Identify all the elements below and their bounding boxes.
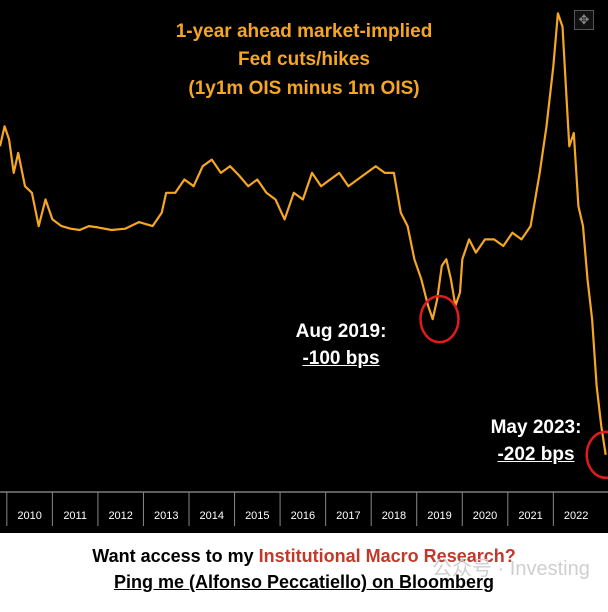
chart-title-line-2: Fed cuts/hikes — [238, 49, 370, 70]
move-icon[interactable]: ✥ — [574, 10, 594, 30]
x-tick-label-2020: 2020 — [472, 510, 498, 522]
x-tick-label-2013: 2013 — [153, 510, 179, 522]
x-tick-label-2022: 2022 — [563, 510, 589, 522]
x-tick-label-2010: 2010 — [17, 510, 42, 522]
annotation-may-2023-label: May 2023: — [490, 417, 582, 438]
x-tick-label-2017: 2017 — [336, 510, 361, 522]
x-axis — [0, 491, 608, 526]
x-tick-label-2021: 2021 — [518, 510, 543, 522]
footer-line-1-highlight: Institutional Macro Research? — [258, 546, 516, 566]
x-tick-label-2012: 2012 — [108, 510, 133, 522]
chart-title-line-1: 1-year ahead market-implied — [175, 21, 433, 42]
series-group — [0, 12, 607, 455]
watermark: 公众号 · Investing — [432, 558, 590, 580]
x-tick-label-2015: 2015 — [245, 510, 270, 522]
x-tick-label-2019: 2019 — [427, 510, 452, 522]
annotation-aug-2019-label: Aug 2019: — [295, 321, 387, 342]
footer-line-2: Ping me (Alfonso Peccatiello) on Bloombe… — [113, 572, 495, 592]
highlight-circle-0 — [419, 294, 460, 344]
x-tick-label-2018: 2018 — [381, 510, 407, 522]
x-tick-label-2014: 2014 — [199, 510, 224, 522]
line-chart — [0, 12, 608, 526]
footer-line-1-prefix: Want access to my — [92, 546, 259, 566]
footer-line-1: Want access to my Institutional Macro Re… — [0, 543, 608, 569]
highlight-circle-1 — [585, 430, 608, 480]
x-tick-label-2011: 2011 — [63, 510, 87, 522]
highlight-circles — [419, 294, 608, 480]
annotation-aug-2019-value: -100 bps — [302, 348, 380, 369]
annotation-may-2023-value: -202 bps — [497, 444, 575, 465]
chart-title-line-3: (1y1m OIS minus 1m OIS) — [188, 78, 420, 99]
series-line-0 — [0, 12, 607, 455]
annotation-aug-2019: Aug 2019: -100 bps — [280, 318, 402, 372]
x-tick-label-2016: 2016 — [290, 510, 316, 522]
footer-banner: Want access to my Institutional Macro Re… — [0, 530, 608, 612]
annotation-may-2023: May 2023: -202 bps — [474, 414, 598, 468]
chart-area: 1-year ahead market-implied Fed cuts/hik… — [0, 0, 608, 530]
